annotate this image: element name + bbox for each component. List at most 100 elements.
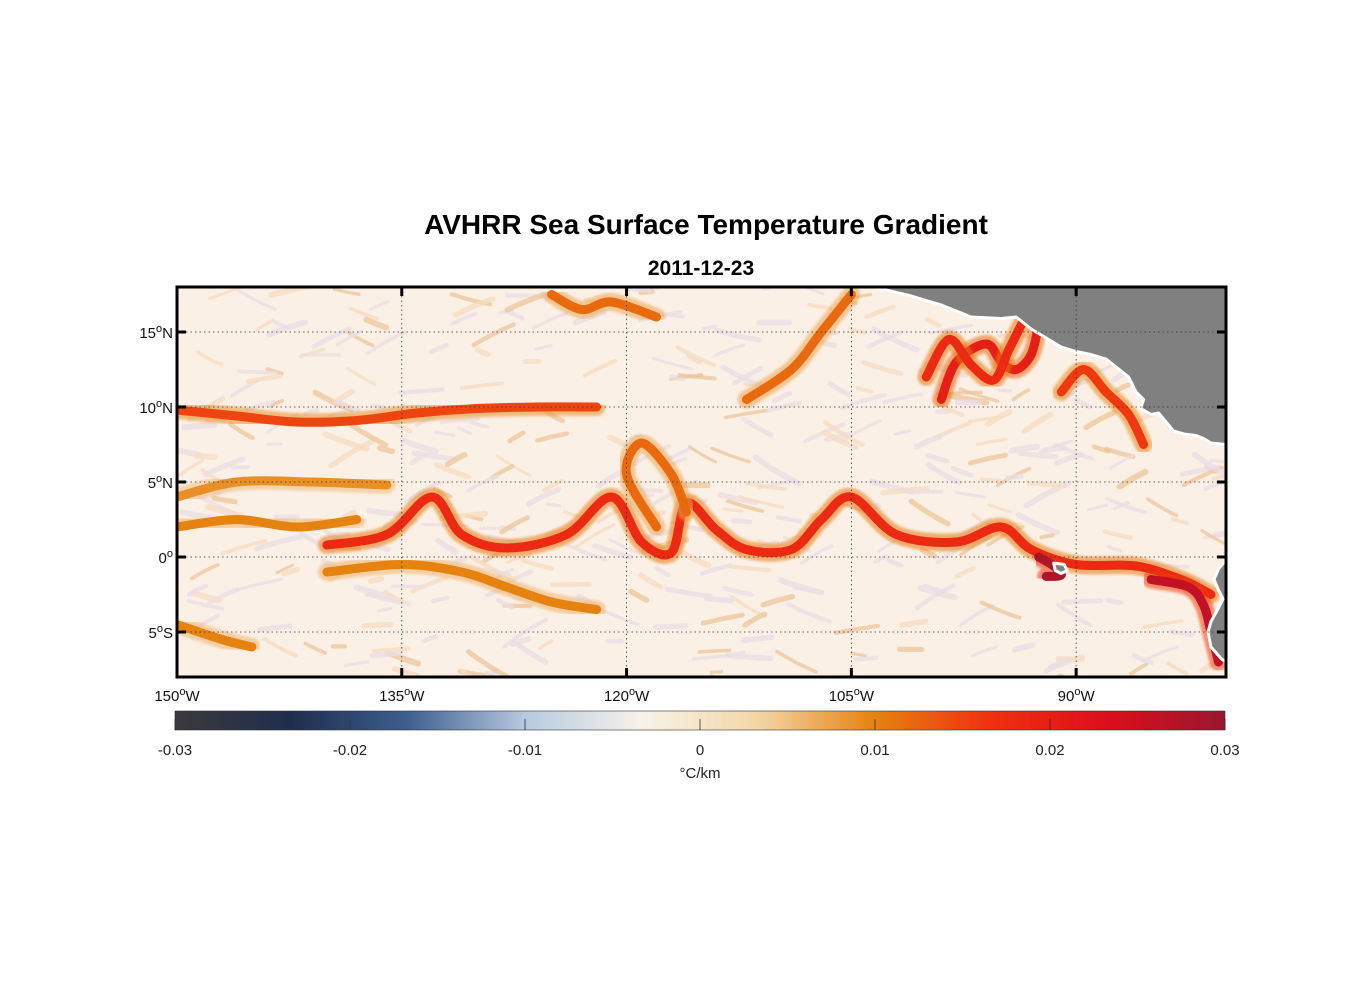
texture-streak [741, 416, 774, 438]
texture-streak [189, 563, 220, 581]
front-tiw-loop [621, 438, 691, 532]
texture-streak [245, 374, 283, 384]
texture-streak [885, 558, 904, 568]
texture-streak [499, 515, 531, 535]
texture-streak [840, 419, 882, 444]
texture-streak [254, 534, 304, 552]
texture-streak [1053, 442, 1095, 461]
texture-streak [742, 611, 768, 628]
texture-streak [677, 373, 717, 381]
texture-streak [346, 330, 375, 348]
texture-streak [236, 577, 283, 592]
texture-streak [372, 646, 411, 653]
texture-streak [332, 287, 361, 296]
texture-streak [997, 388, 1013, 393]
colorbar-tick-label: 0.01 [860, 742, 889, 759]
texture-streak [1141, 619, 1184, 630]
texture-streak [1200, 529, 1226, 547]
texture-streak [237, 369, 278, 375]
texture-streak [1027, 481, 1067, 488]
texture-streak [450, 311, 478, 327]
texture-streak [363, 316, 390, 331]
texture-streak [880, 486, 930, 496]
texture-streak [411, 450, 457, 462]
texture-streak [922, 583, 946, 594]
front-10n [177, 402, 602, 427]
texture-streak [1165, 661, 1189, 676]
texture-streak [700, 612, 745, 626]
texture-streak [507, 430, 526, 444]
texture-streak [228, 421, 255, 441]
texture-streak [839, 392, 887, 411]
axis-tick-label: 5oS [149, 623, 173, 642]
texture-streak [343, 660, 370, 668]
texture-streak [444, 451, 468, 468]
texture-streak [651, 356, 694, 371]
texture-streak [531, 311, 569, 330]
texture-streak [775, 649, 818, 674]
texture-streak [410, 575, 449, 594]
colorbar-tick-label: -0.03 [158, 742, 192, 759]
texture-streak [392, 666, 421, 677]
front-105w-north [742, 290, 856, 404]
texture-streak [714, 327, 763, 343]
texture-streak [433, 430, 456, 437]
texture-streak [335, 329, 363, 347]
texture-streak [987, 503, 1013, 514]
texture-streak [256, 623, 293, 633]
texture-streak [377, 445, 395, 455]
texture-streak [967, 452, 1008, 466]
texture-streak [925, 453, 950, 464]
texture-streak [1209, 459, 1226, 464]
front-south [322, 560, 602, 614]
texture-streak [275, 563, 294, 575]
axis-tick-label: 10oN [139, 398, 173, 417]
colorbar-tick-label: -0.01 [508, 742, 542, 759]
texture-streak [1015, 512, 1060, 536]
texture-streak [1202, 531, 1226, 540]
texture-streak [1005, 473, 1024, 481]
texture-streak [1083, 409, 1117, 431]
texture-streak [456, 425, 473, 436]
texture-streak [186, 599, 225, 611]
texture-streak [268, 287, 317, 298]
texture-streak [467, 419, 490, 430]
texture-streak [364, 592, 411, 607]
texture-streak [752, 454, 802, 487]
texture-streak [504, 293, 544, 313]
texture-streak [899, 618, 929, 629]
texture-streak [777, 577, 825, 596]
texture-streak [760, 593, 796, 608]
axis-tick-label: 0o [159, 548, 173, 567]
graticule [177, 287, 1226, 677]
front-coast-loop [921, 315, 1029, 385]
texture-streak [855, 386, 874, 394]
texture-streak [1170, 517, 1190, 525]
texture-streak [1203, 478, 1226, 492]
texture-streak [1011, 642, 1036, 653]
texture-streak [669, 374, 686, 382]
texture-streak [968, 415, 1004, 424]
texture-streak [582, 358, 618, 378]
axis-tick-label: 150oW [154, 686, 200, 705]
texture-streak [958, 387, 1000, 403]
texture-streak [435, 537, 459, 555]
texture-streak [714, 343, 746, 357]
texture-streak [1145, 497, 1179, 518]
texture-streak [535, 431, 570, 443]
texture-streak [821, 429, 859, 451]
texture-streak [699, 562, 733, 576]
texture-streak [1105, 597, 1123, 606]
texture-streak [853, 655, 879, 662]
texture-streak [971, 645, 998, 658]
texture-streak [369, 299, 390, 312]
texture-streak [365, 330, 406, 356]
texture-streak [740, 634, 775, 644]
texture-streak [979, 477, 1002, 483]
texture-streak [262, 636, 298, 658]
land-masses [872, 287, 1226, 664]
texture-streak [792, 586, 816, 593]
texture-streak [1055, 602, 1093, 628]
texture-streak [1169, 629, 1195, 637]
